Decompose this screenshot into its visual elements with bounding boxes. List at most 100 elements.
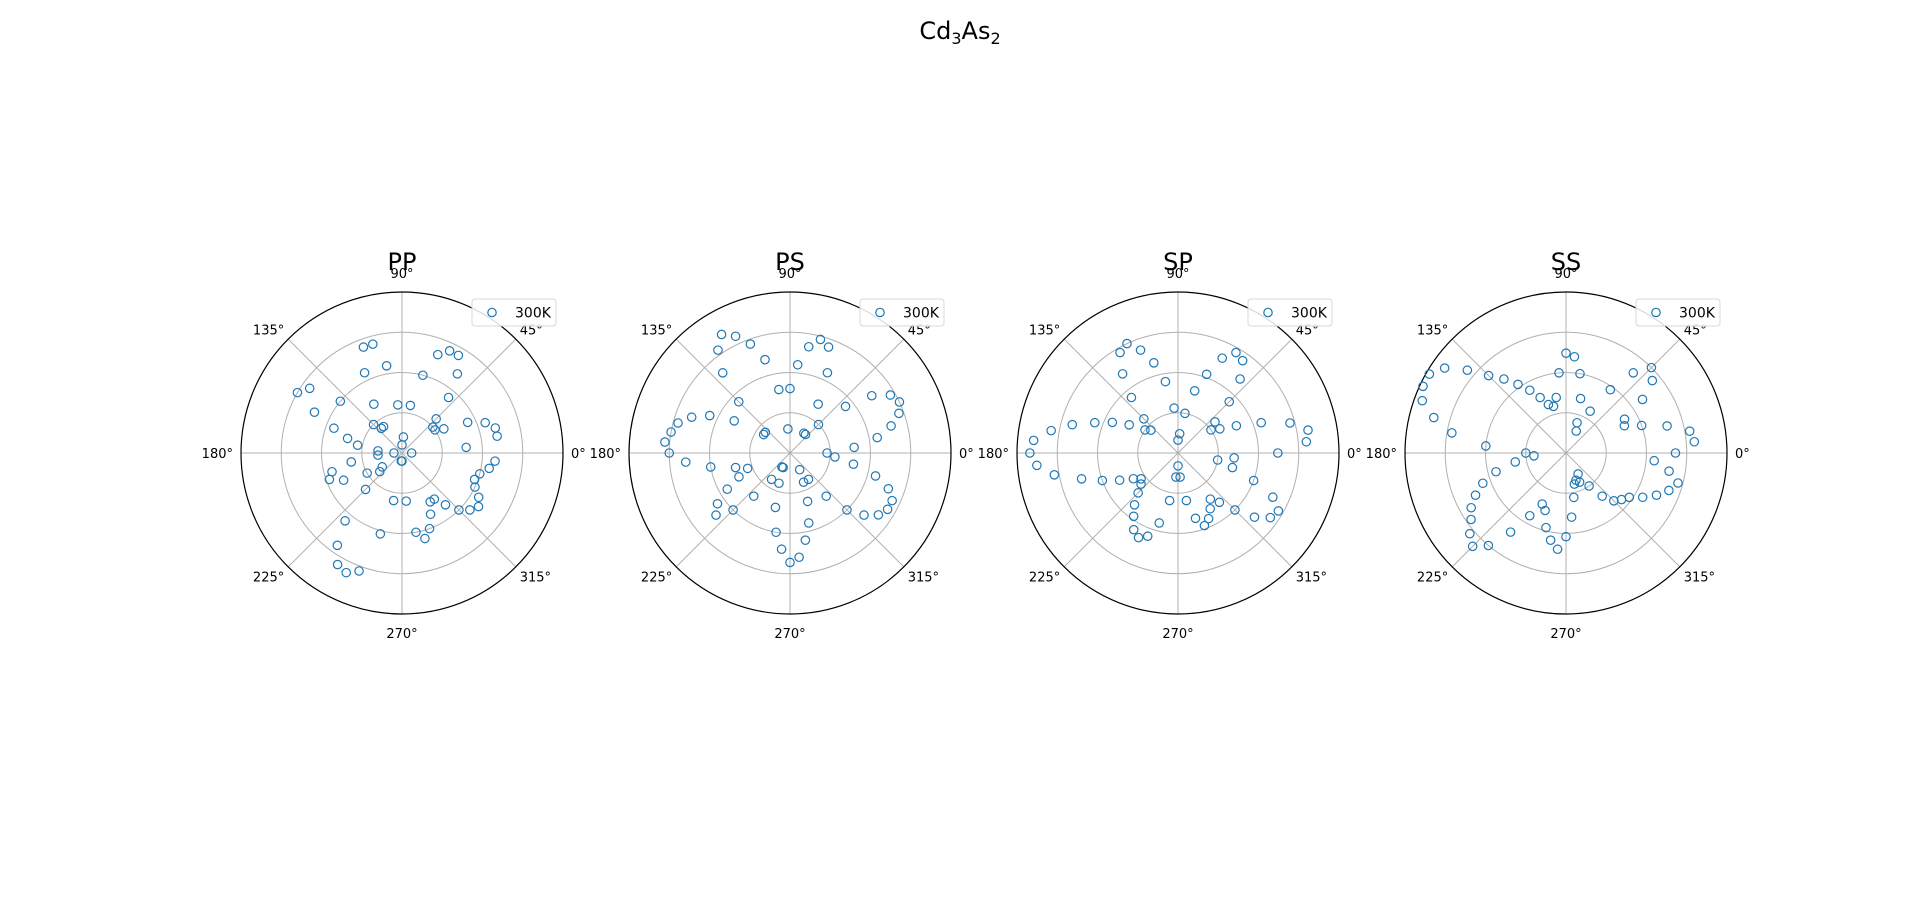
data-point <box>1535 392 1545 403</box>
legend-label: 300K <box>1291 306 1328 322</box>
data-point <box>492 431 502 442</box>
data-point <box>354 566 364 576</box>
data-point <box>452 369 463 379</box>
data-point <box>1566 512 1577 522</box>
subplot-title: SS <box>1551 248 1581 276</box>
theta-tick-label: 270° <box>386 627 417 642</box>
data-point <box>1505 527 1516 537</box>
data-point <box>813 399 823 409</box>
legend-frame <box>471 298 557 327</box>
data-point <box>1513 379 1523 390</box>
data-point <box>338 475 349 486</box>
data-point <box>800 535 811 546</box>
data-point <box>794 464 805 475</box>
data-point <box>1569 492 1579 503</box>
data-point <box>362 468 372 478</box>
data-point <box>1285 418 1295 428</box>
data-point <box>1046 425 1056 436</box>
angular-gridline <box>1063 452 1179 568</box>
data-point <box>1585 406 1595 416</box>
data-point <box>716 329 727 340</box>
data-point <box>425 509 436 520</box>
data-point <box>1136 479 1146 489</box>
data-point <box>1524 510 1535 521</box>
data-point <box>1126 392 1137 403</box>
data-point <box>1142 531 1153 542</box>
figure-suptitle: Cd3As2 <box>919 17 1000 48</box>
data-point <box>1174 428 1185 439</box>
series-300k <box>1417 348 1700 555</box>
data-point <box>1160 376 1171 387</box>
legend: 300K <box>1247 298 1333 327</box>
data-point <box>734 472 744 482</box>
data-point <box>673 418 683 428</box>
data-point <box>776 544 787 555</box>
data-point <box>418 370 428 381</box>
data-point <box>430 425 440 435</box>
legend-marker <box>487 307 497 318</box>
data-point <box>411 527 421 538</box>
data-point <box>1199 520 1210 531</box>
data-point <box>1524 385 1535 396</box>
data-point <box>398 432 409 442</box>
data-point <box>368 419 379 430</box>
data-point <box>1273 448 1283 458</box>
theta-tick-label: 0° <box>571 447 586 462</box>
theta-tick-label: 315° <box>520 571 551 586</box>
polar-spine <box>628 291 952 615</box>
data-point <box>785 383 795 394</box>
data-point <box>1173 435 1183 445</box>
theta-tick-label: 90° <box>1166 267 1189 282</box>
data-point <box>1619 420 1630 431</box>
data-point <box>1171 472 1181 482</box>
angular-gridline <box>1565 452 1681 568</box>
data-point <box>470 482 480 492</box>
data-point <box>1477 478 1488 489</box>
data-point <box>1510 457 1521 467</box>
polar-axes-sp: 0° 45° 90° 135° 180° 225° 270° 315° SP 300K <box>978 248 1362 642</box>
angular-gridline <box>1177 338 1293 454</box>
data-point <box>866 390 877 401</box>
theta-tick-label: 315° <box>1296 571 1327 586</box>
theta-tick-label: 90° <box>1554 267 1577 282</box>
data-point <box>1235 374 1245 384</box>
polar-axes-ps: 0° 45° 90° 135° 180° 225° 270° 315° PS 300K <box>590 248 974 642</box>
data-point <box>1230 505 1240 515</box>
data-point <box>733 396 744 407</box>
theta-tick-label: 225° <box>1417 571 1448 586</box>
legend-label: 300K <box>903 306 940 322</box>
data-point <box>392 400 403 410</box>
angular-gridline <box>1177 452 1293 568</box>
data-point <box>770 502 781 513</box>
data-point <box>730 331 741 342</box>
data-point <box>1664 485 1674 496</box>
data-point <box>758 429 769 440</box>
data-point <box>1133 488 1143 498</box>
data-point <box>1249 512 1260 522</box>
legend-label: 300K <box>1679 306 1716 322</box>
data-point <box>1561 531 1571 542</box>
theta-tick-label: 90° <box>778 267 801 282</box>
data-point <box>352 440 363 450</box>
data-point <box>886 421 896 431</box>
theta-tick-label: 315° <box>1684 571 1715 586</box>
data-point <box>1128 524 1139 535</box>
data-point <box>728 505 738 515</box>
data-point <box>1124 420 1134 430</box>
data-point <box>401 496 412 506</box>
data-point <box>1465 528 1475 539</box>
data-point <box>1575 368 1585 379</box>
data-point <box>369 399 379 409</box>
data-point <box>870 471 881 481</box>
data-point <box>785 557 795 568</box>
data-point <box>1571 426 1582 436</box>
data-point <box>664 448 675 458</box>
data-point <box>842 505 852 515</box>
data-point <box>443 392 454 403</box>
data-point <box>1689 436 1700 447</box>
data-point <box>490 423 501 433</box>
suptitle-subscript: 2 <box>990 29 1000 48</box>
data-point <box>329 423 339 434</box>
data-point <box>1133 532 1144 543</box>
legend: 300K <box>1635 298 1721 327</box>
